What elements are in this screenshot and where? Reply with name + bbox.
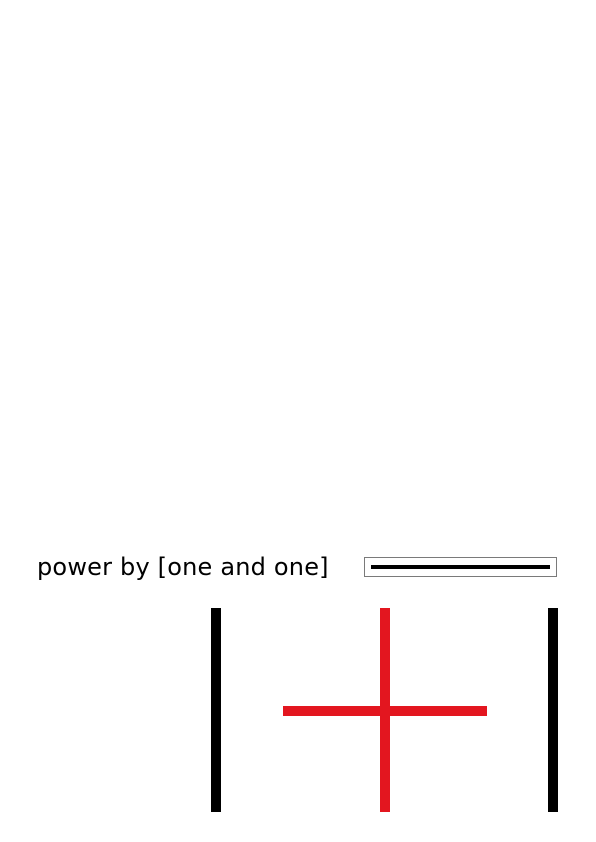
tagline-text: power by [one and one] — [37, 553, 329, 581]
right-bar-icon — [548, 608, 558, 812]
horizontal-line-icon — [371, 565, 550, 569]
line-box — [364, 557, 557, 577]
plus-cross-horizontal — [283, 706, 487, 716]
left-bar-icon — [211, 608, 221, 812]
